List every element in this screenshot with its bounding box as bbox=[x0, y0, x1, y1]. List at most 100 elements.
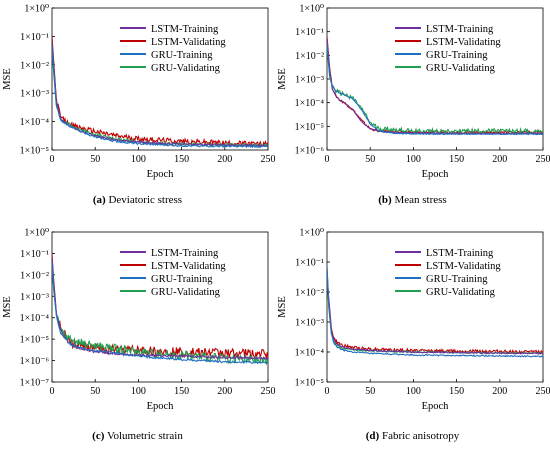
y-tick-label: 1×10⁰ bbox=[24, 4, 49, 15]
caption-text-a: Deviatoric stress bbox=[108, 194, 183, 206]
caption-letter-d: (d) bbox=[365, 430, 380, 442]
chart-panel-b: 1×10⁰ 1×10⁻¹ 1×10⁻² 1×10⁻³ 1×10⁻⁴ 1×10⁻⁵ 1×10⁻… bbox=[275, 0, 550, 224]
legend-label-lstm-training: LSTM-Training bbox=[426, 24, 494, 35]
y-tick-label: 1×10⁻⁴ bbox=[295, 98, 325, 109]
chart-panel-c: 1×10⁰ 1×10⁻¹ 1×10⁻² 1×10⁻³ 1×10⁻⁴ 1×10⁻⁵ 1×10⁻… bbox=[0, 224, 276, 448]
x-tick-label: 50 bbox=[90, 386, 100, 397]
plot-frame bbox=[326, 231, 544, 383]
chart-svg-d: 1×10⁰ 1×10⁻¹ 1×10⁻² 1×10⁻³ 1×10⁻⁴ 1×10⁻⁵0 50 10… bbox=[277, 228, 550, 413]
caption-letter-b: (b) bbox=[378, 194, 392, 206]
y-tick-label: 1×10⁻³ bbox=[20, 292, 49, 303]
y-tick-label: 1×10⁻¹ bbox=[20, 249, 49, 260]
x-tick-label: 200 bbox=[492, 154, 507, 165]
y-tick-label: 1×10⁰ bbox=[24, 228, 49, 239]
x-axis-label: Epoch bbox=[147, 169, 175, 180]
x-tick-label: 100 bbox=[406, 386, 421, 397]
y-axis-label: MSE bbox=[2, 296, 13, 318]
y-tick-label: 1×10⁻¹ bbox=[295, 27, 324, 38]
caption-letter-c: (c) bbox=[92, 430, 105, 442]
caption-a: (a) Deviatoric stress bbox=[0, 194, 275, 206]
x-tick-label: 50 bbox=[365, 386, 375, 397]
x-tick-label: 250 bbox=[536, 154, 550, 165]
y-tick-label: 1×10⁻⁶ bbox=[295, 146, 325, 157]
x-tick-label: 100 bbox=[406, 154, 421, 165]
y-tick-label: 1×10⁻⁴ bbox=[295, 348, 325, 359]
x-tick-label: 0 bbox=[325, 154, 330, 165]
caption-b: (b) Mean stress bbox=[275, 194, 550, 206]
x-axis-label: Epoch bbox=[422, 401, 450, 412]
x-tick-label: 150 bbox=[174, 154, 189, 165]
y-tick-label: 1×10⁻⁴ bbox=[20, 313, 50, 324]
legend-label-lstm-validating: LSTM-Validating bbox=[151, 261, 226, 272]
y-tick-label: 1×10⁻⁷ bbox=[20, 378, 50, 389]
x-axis-label: Epoch bbox=[147, 401, 175, 412]
x-tick-label: 100 bbox=[131, 386, 146, 397]
x-tick-label: 150 bbox=[174, 386, 189, 397]
x-tick-label: 200 bbox=[217, 386, 232, 397]
y-tick-label: 1×10⁰ bbox=[299, 4, 324, 15]
y-tick-label: 1×10⁻⁵ bbox=[20, 335, 49, 346]
series-line-lstm-training bbox=[327, 267, 543, 355]
legend-label-gru-training: GRU-Training bbox=[151, 274, 213, 285]
y-tick-label: 1×10⁻² bbox=[20, 270, 49, 281]
x-tick-label: 250 bbox=[536, 386, 550, 397]
x-tick-label: 150 bbox=[449, 386, 464, 397]
y-axis-label: MSE bbox=[2, 68, 13, 90]
x-tick-label: 100 bbox=[131, 154, 146, 165]
legend-label-lstm-training: LSTM-Training bbox=[151, 24, 219, 35]
x-tick-label: 200 bbox=[492, 386, 507, 397]
legend-label-lstm-training: LSTM-Training bbox=[151, 248, 219, 259]
series-line-gru-training bbox=[327, 264, 543, 358]
y-tick-label: 1×10⁻² bbox=[295, 288, 324, 299]
chart-svg-b: 1×10⁰ 1×10⁻¹ 1×10⁻² 1×10⁻³ 1×10⁻⁴ 1×10⁻⁵ 1×10⁻… bbox=[277, 4, 550, 181]
y-axis-label: MSE bbox=[277, 296, 288, 318]
y-tick-label: 1×10⁻² bbox=[20, 60, 49, 71]
y-tick-label: 1×10⁻⁵ bbox=[295, 122, 324, 133]
y-tick-label: 1×10⁻² bbox=[295, 51, 324, 62]
caption-text-d: Fabric anisotropy bbox=[381, 430, 460, 442]
x-tick-label: 250 bbox=[261, 386, 276, 397]
x-tick-label: 50 bbox=[90, 154, 100, 165]
legend-label-lstm-validating: LSTM-Validating bbox=[151, 37, 226, 48]
legend-label-lstm-validating: LSTM-Validating bbox=[426, 37, 501, 48]
y-axis-label: MSE bbox=[277, 68, 288, 90]
legend-label-gru-validating: GRU-Validating bbox=[426, 287, 496, 298]
legend-label-lstm-training: LSTM-Training bbox=[426, 248, 494, 259]
caption-c: (c) Volumetric strain bbox=[0, 430, 275, 442]
legend-label-gru-training: GRU-Training bbox=[151, 50, 213, 61]
caption-d: (d) Fabric anisotropy bbox=[275, 430, 550, 442]
chart-panel-a: 1×10⁰ 1×10⁻¹ 1×10⁻² 1×10⁻³ 1×10⁻⁴ 1×10⁻⁵ 0 50 10… bbox=[0, 0, 276, 224]
chart-svg-a: 1×10⁰ 1×10⁻¹ 1×10⁻² 1×10⁻³ 1×10⁻⁴ 1×10⁻⁵0 50 10… bbox=[2, 4, 276, 181]
y-tick-label: 1×10⁻³ bbox=[295, 75, 324, 86]
x-axis-label: Epoch bbox=[422, 169, 450, 180]
x-tick-label: 150 bbox=[449, 154, 464, 165]
series-line-gru-training bbox=[52, 261, 268, 365]
x-tick-label: 0 bbox=[50, 154, 55, 165]
legend-label-gru-training: GRU-Training bbox=[426, 50, 488, 61]
series-line-gru-validating bbox=[327, 45, 543, 136]
x-tick-label: 50 bbox=[365, 154, 375, 165]
y-tick-label: 1×10⁻¹ bbox=[20, 32, 49, 43]
series-line-gru-training bbox=[327, 43, 543, 136]
caption-letter-a: (a) bbox=[92, 194, 106, 206]
y-tick-label: 1×10⁻³ bbox=[295, 318, 324, 329]
chart-svg-c: 1×10⁰ 1×10⁻¹ 1×10⁻² 1×10⁻³ 1×10⁻⁴ 1×10⁻⁵ 1×10⁻… bbox=[2, 228, 276, 413]
y-tick-label: 1×10⁻⁵ bbox=[295, 378, 324, 389]
legend-label-gru-validating: GRU-Validating bbox=[151, 287, 221, 298]
y-tick-label: 1×10⁻⁶ bbox=[20, 356, 50, 367]
legend-label-lstm-validating: LSTM-Validating bbox=[426, 261, 501, 272]
legend-label-gru-validating: GRU-Validating bbox=[426, 63, 496, 74]
x-tick-label: 0 bbox=[50, 386, 55, 397]
y-tick-label: 1×10⁰ bbox=[299, 228, 324, 239]
chart-panel-d: 1×10⁰ 1×10⁻¹ 1×10⁻² 1×10⁻³ 1×10⁻⁴ 1×10⁻⁵ 0 50 10… bbox=[275, 224, 550, 448]
y-tick-label: 1×10⁻⁵ bbox=[20, 146, 49, 157]
y-tick-label: 1×10⁻⁴ bbox=[20, 117, 50, 128]
legend-label-gru-validating: GRU-Validating bbox=[151, 63, 221, 74]
x-tick-label: 0 bbox=[325, 386, 330, 397]
series-line-gru-training bbox=[52, 45, 268, 149]
legend-label-gru-training: GRU-Training bbox=[426, 274, 488, 285]
x-tick-label: 250 bbox=[261, 154, 276, 165]
y-tick-label: 1×10⁻³ bbox=[20, 89, 49, 100]
caption-text-b: Mean stress bbox=[394, 194, 447, 206]
